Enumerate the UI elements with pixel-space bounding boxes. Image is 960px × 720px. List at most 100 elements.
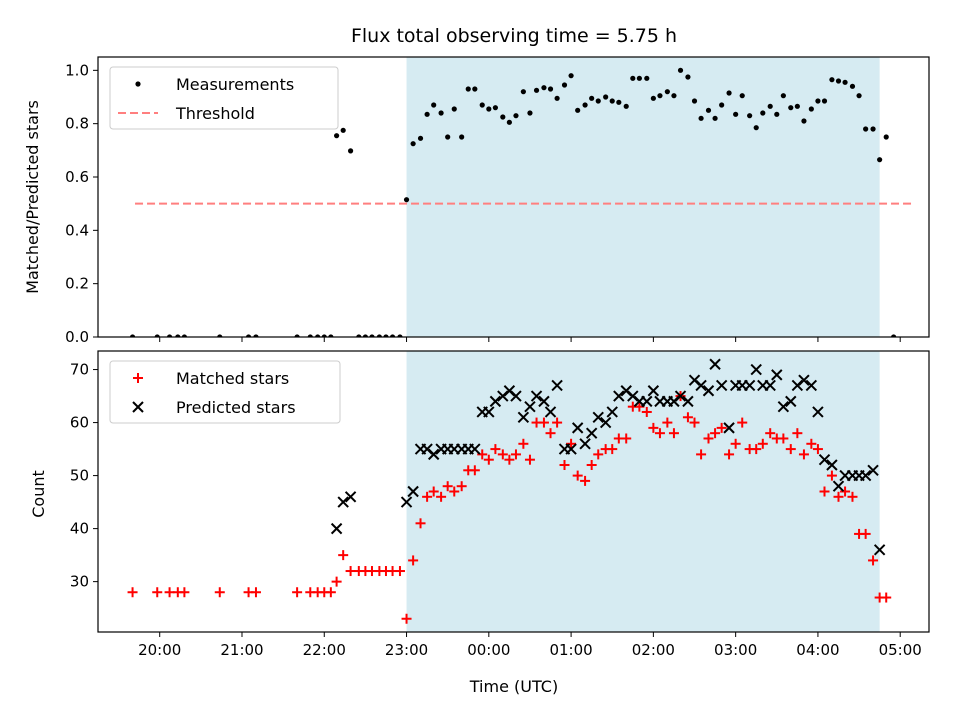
legend: Measurements Threshold bbox=[109, 66, 339, 130]
matched-star-point bbox=[662, 417, 673, 428]
matched-star-point bbox=[586, 459, 597, 470]
predicted-star-point bbox=[715, 379, 728, 392]
measurement-point bbox=[424, 111, 430, 117]
measurement-point bbox=[870, 126, 876, 132]
predicted-star-point bbox=[777, 400, 790, 413]
measurement-point bbox=[609, 98, 615, 104]
matched-star-point bbox=[497, 449, 508, 460]
legend-label: Measurements bbox=[176, 75, 294, 94]
matched-star-point bbox=[798, 449, 809, 460]
predicted-star-point bbox=[606, 406, 618, 418]
measurement-point bbox=[815, 98, 821, 104]
x-tick-label: 23:00 bbox=[385, 641, 428, 659]
matched-star-point bbox=[449, 486, 460, 497]
matched-star-point bbox=[559, 459, 570, 470]
predicted-star-point bbox=[771, 369, 783, 381]
measurement-point bbox=[541, 85, 547, 91]
matched-star-point bbox=[442, 481, 453, 492]
predicted-star-point bbox=[785, 395, 797, 408]
x-tick-label: 01:00 bbox=[549, 641, 592, 659]
matched-star-point bbox=[716, 422, 727, 433]
predicted-star-point bbox=[565, 443, 577, 455]
matched-star-point bbox=[689, 417, 700, 428]
predicted-star-point bbox=[674, 390, 687, 402]
measurement-point bbox=[650, 95, 656, 101]
y-tick-label: 0.4 bbox=[65, 221, 89, 239]
measurement-point bbox=[726, 90, 732, 96]
matched-star-point bbox=[250, 587, 261, 598]
matched-star-point bbox=[580, 475, 591, 486]
measurement-point bbox=[217, 334, 223, 337]
measurement-point bbox=[705, 107, 712, 113]
y-tick-label: 0.8 bbox=[65, 115, 89, 133]
measurement-point bbox=[753, 125, 759, 131]
measurement-point bbox=[403, 197, 410, 203]
matched-star-point bbox=[724, 449, 735, 460]
measurement-point bbox=[383, 334, 389, 337]
observing-window-shade bbox=[406, 351, 880, 632]
measurement-point bbox=[356, 334, 362, 337]
legend-label: Matched stars bbox=[176, 369, 289, 388]
measurement-point bbox=[362, 334, 369, 337]
matched-star-point bbox=[648, 422, 659, 433]
predicted-star-point bbox=[873, 544, 886, 556]
matched-star-point bbox=[621, 433, 632, 444]
measurement-point bbox=[747, 113, 753, 119]
predicted-star-point bbox=[330, 522, 343, 535]
matched-star-point bbox=[566, 438, 577, 449]
predicted-star-point bbox=[544, 406, 557, 418]
axes-frame bbox=[97, 56, 930, 338]
predicted-star-point bbox=[571, 422, 584, 434]
measurement-point bbox=[835, 78, 842, 84]
x-tick-label: 02:00 bbox=[632, 641, 675, 659]
chart-title: Flux total observing time = 5.75 h bbox=[351, 25, 677, 47]
measurement-point bbox=[431, 102, 437, 108]
measurement-point bbox=[616, 99, 622, 105]
legend-plus-marker bbox=[133, 373, 143, 383]
matched-star-point bbox=[668, 428, 679, 439]
measurement-point bbox=[664, 89, 670, 95]
matched-star-point bbox=[703, 433, 714, 444]
y-tick-label: 0.2 bbox=[65, 275, 89, 293]
measurement-point bbox=[417, 135, 424, 141]
x-tick-label: 21:00 bbox=[220, 641, 263, 659]
predicted-star-point bbox=[344, 491, 357, 503]
matched-star-point bbox=[483, 454, 494, 465]
measurement-point bbox=[410, 141, 416, 147]
measurement-point bbox=[334, 133, 340, 139]
matched-star-point bbox=[860, 528, 871, 539]
measurement-point bbox=[883, 134, 889, 140]
matched-star-point bbox=[436, 491, 447, 502]
matched-star-point bbox=[696, 449, 707, 460]
matched-star-point bbox=[422, 491, 433, 502]
matched-star-point bbox=[840, 486, 851, 497]
measurement-point bbox=[561, 82, 568, 88]
predicted-star-point bbox=[743, 379, 756, 392]
predicted-star-point bbox=[469, 443, 481, 455]
measurement-point bbox=[465, 86, 471, 92]
measurement-point bbox=[760, 110, 766, 116]
measurement-point bbox=[492, 105, 498, 111]
measurement-point bbox=[389, 334, 396, 337]
predicted-star-point bbox=[818, 453, 831, 466]
matched-star-point bbox=[730, 438, 741, 449]
measurement-point bbox=[788, 105, 794, 111]
measurement-point bbox=[486, 106, 492, 112]
measurement-point bbox=[451, 106, 457, 112]
matched-star-point bbox=[504, 454, 515, 465]
measurement-point bbox=[582, 102, 588, 108]
measurement-point bbox=[321, 334, 327, 337]
matched-star-point bbox=[682, 412, 693, 423]
measurement-point bbox=[589, 95, 595, 101]
measurement-point bbox=[129, 334, 136, 337]
matched-star-point bbox=[456, 481, 467, 492]
measurement-point bbox=[575, 107, 581, 113]
measurement-point bbox=[568, 73, 574, 79]
predicted-star-point bbox=[682, 395, 694, 408]
measurement-point bbox=[685, 74, 691, 80]
y-tick-label: 30 bbox=[70, 573, 89, 591]
matched-star-point bbox=[572, 470, 583, 481]
measurement-point bbox=[691, 98, 698, 104]
measurement-point bbox=[347, 148, 354, 154]
matched-star-point bbox=[510, 449, 521, 460]
